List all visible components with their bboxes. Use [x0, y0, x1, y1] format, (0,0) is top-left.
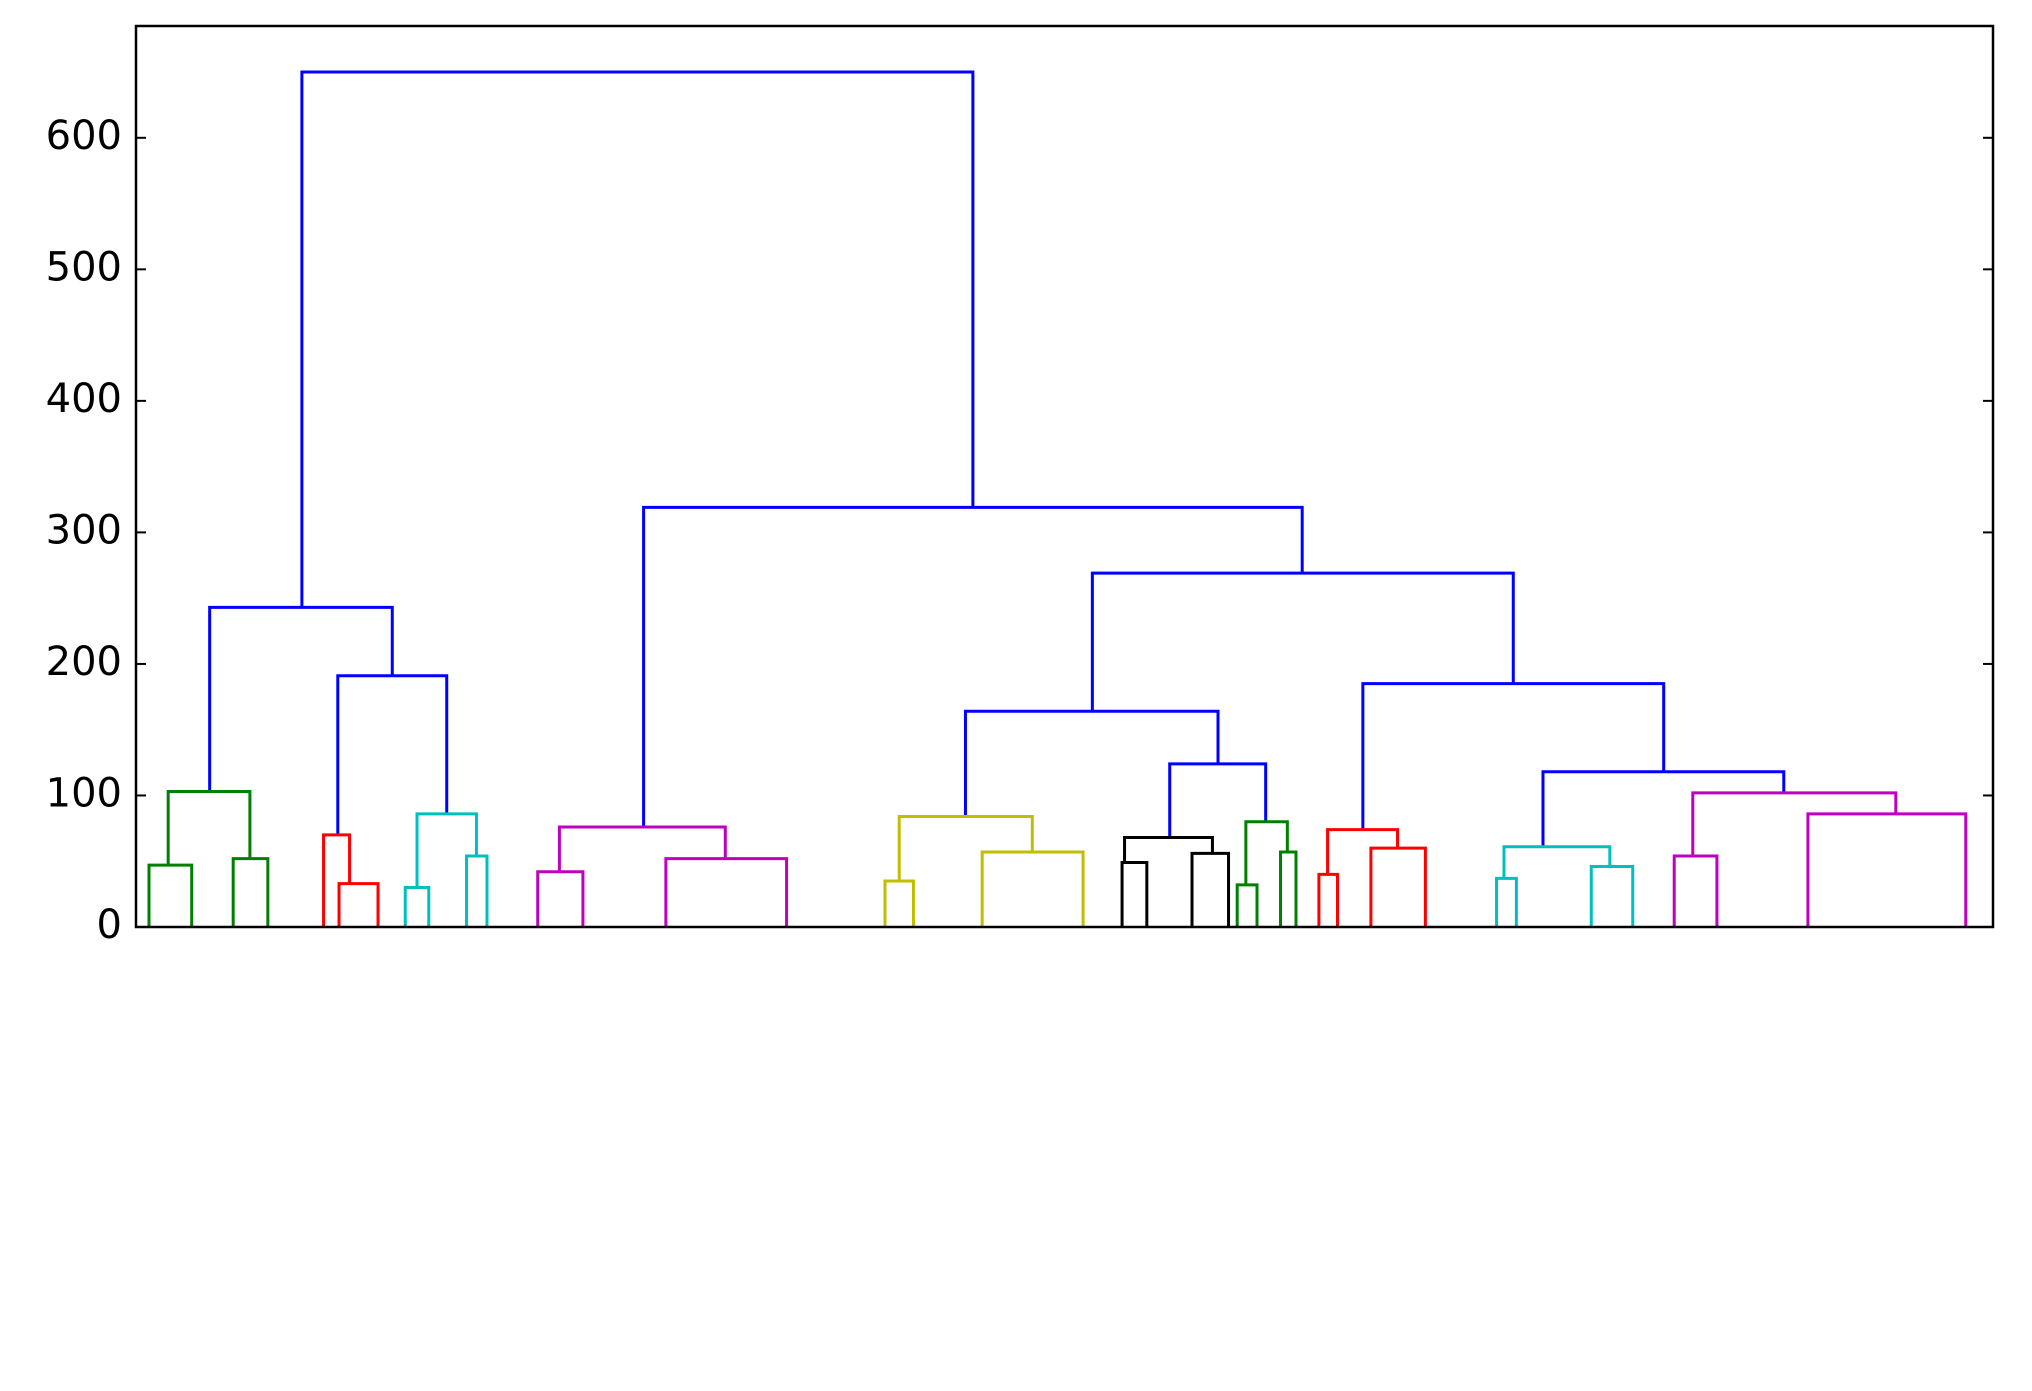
- dendrogram-link: [1120, 861, 1149, 927]
- dendrogram-link: [1502, 845, 1612, 879]
- dendrogram-link: [536, 870, 585, 927]
- dendrogram-link: [897, 815, 1034, 881]
- y-tick-label: 200: [46, 639, 122, 685]
- dendrogram-link: [231, 857, 270, 927]
- dendrogram-link: [415, 812, 478, 888]
- dendrogram-link: [1691, 791, 1898, 856]
- dendrogram-link: [883, 879, 915, 927]
- dendrogram-link: [1244, 820, 1289, 885]
- dendrogram-link: [1326, 828, 1400, 875]
- dendrogram-link: [322, 833, 352, 927]
- dendrogram-link: [1806, 812, 1968, 927]
- dendrogram-link: [337, 882, 380, 927]
- dendrogram-link: [1168, 762, 1268, 838]
- dendrogram-link: [664, 857, 789, 927]
- dendrogram-link: [1190, 851, 1231, 927]
- dendrogram-link: [300, 70, 975, 608]
- dendrogram-link: [403, 886, 431, 927]
- dendrogram-link: [1369, 846, 1427, 927]
- y-tick-label: 300: [46, 507, 122, 553]
- dendrogram-link: [208, 605, 394, 792]
- dendrogram-link: [1090, 571, 1515, 712]
- dendrogram-link: [1672, 854, 1719, 927]
- dendrogram-link: [465, 854, 489, 927]
- y-tick-label: 600: [46, 113, 122, 159]
- dendrogram-link: [1495, 876, 1518, 927]
- y-tick-label: 0: [97, 902, 122, 948]
- dendrogram-link: [980, 850, 1085, 927]
- dendrogram-link: [642, 505, 1304, 828]
- dendrogram-link: [1361, 682, 1666, 830]
- y-tick-label: 400: [46, 376, 122, 422]
- dendrogram-link: [336, 674, 449, 835]
- dendrogram-link: [1235, 883, 1259, 927]
- plot-frame: [134, 24, 1995, 929]
- dendrogram-link: [1541, 770, 1786, 847]
- dendrogram-link: [166, 790, 252, 866]
- dendrogram-link: [1123, 836, 1214, 863]
- y-tick-label: 100: [46, 770, 122, 816]
- dendrogram-link: [1317, 872, 1339, 927]
- dendrogram-link: [1589, 864, 1635, 927]
- dendrogram-link: [1279, 850, 1298, 927]
- dendrogram-link: [963, 709, 1220, 817]
- dendrogram-link: [147, 863, 194, 927]
- dendrogram-link: [557, 825, 727, 872]
- y-tick-label: 500: [46, 244, 122, 290]
